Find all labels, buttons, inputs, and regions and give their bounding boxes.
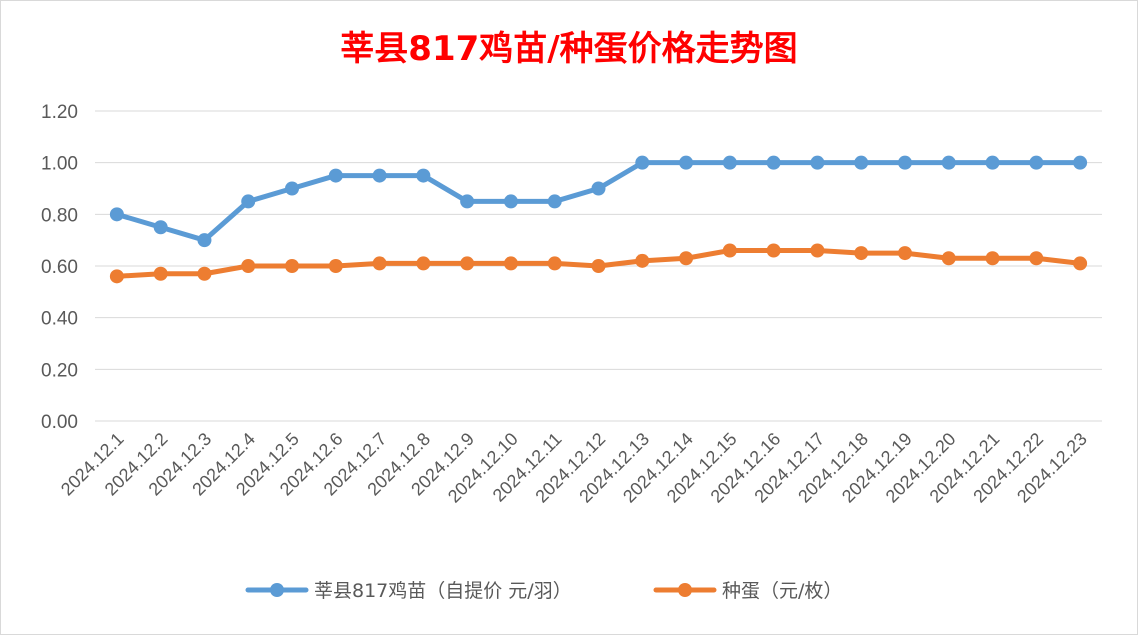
y-tick-label: 0.20 [41,360,78,381]
y-tick-label: 1.00 [41,154,78,175]
data-point [854,155,869,170]
legend-swatch-marker [270,583,284,597]
data-point [766,155,781,170]
data-point [197,266,212,281]
data-point [503,194,518,209]
data-point [679,251,694,266]
data-point [153,220,168,235]
legend-label: 种蛋（元/枚） [722,580,842,602]
data-point [241,194,256,209]
data-point [766,243,781,258]
data-point [241,259,256,273]
data-point [854,246,869,261]
y-tick-label: 0.80 [41,205,78,226]
data-point [153,266,168,281]
data-point [591,259,606,273]
data-point [328,259,343,273]
data-point [197,233,212,248]
data-point [328,168,343,183]
data-point [722,155,737,170]
data-point [285,181,300,196]
data-point [285,259,300,273]
y-tick-label: 0.60 [41,257,78,278]
data-point [109,269,124,284]
data-point [941,155,956,170]
data-point [372,168,387,183]
data-point [897,246,912,261]
data-point [810,155,825,170]
y-tick-label: 0.40 [41,309,78,330]
legend: 莘县817鸡苗（自提价 元/羽） 种蛋（元/枚） [245,580,842,602]
series-layer [109,155,1088,284]
legend-item-2: 种蛋（元/枚） [653,580,842,602]
x-axis-ticks: 2024.12.12024.12.22024.12.32024.12.42024… [57,429,1091,507]
data-point [1073,256,1088,271]
data-point [547,256,562,271]
data-point [547,194,562,209]
data-point [591,181,606,196]
data-point [372,256,387,271]
data-point [503,256,518,271]
data-point [416,256,431,271]
data-point [985,251,1000,266]
data-point [722,243,737,258]
data-point [635,155,650,170]
legend-item-1: 莘县817鸡苗（自提价 元/羽） [245,580,572,602]
data-point [985,155,1000,170]
data-point [460,256,475,271]
data-point [109,207,124,222]
legend-label: 莘县817鸡苗（自提价 元/羽） [314,580,572,602]
y-tick-label: 1.20 [41,102,78,123]
y-tick-label: 0.00 [41,412,78,433]
chart-title: 莘县817鸡苗/种蛋价格走势图 [340,29,797,69]
y-axis-ticks: 0.00 0.20 0.40 0.60 0.80 1.00 1.20 [41,102,78,433]
data-point [897,155,912,170]
data-point [1029,251,1044,266]
legend-swatch-marker [678,583,692,597]
data-point [941,251,956,266]
data-point [1073,155,1088,170]
series-2 [109,243,1088,284]
data-point [460,194,475,209]
series-line [114,160,1083,243]
data-point [416,168,431,183]
data-point [679,155,694,170]
data-point [1029,155,1044,170]
series-1 [109,155,1088,248]
data-point [810,243,825,258]
data-point [635,253,650,268]
